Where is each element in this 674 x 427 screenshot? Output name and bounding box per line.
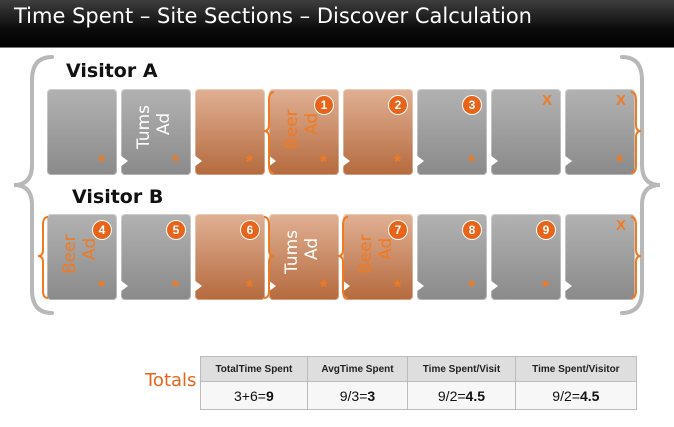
section-tile: BeerAd 1 * — [268, 89, 339, 175]
ad-label: BeerAd — [273, 91, 335, 153]
section-tile: 6 * — [194, 214, 265, 300]
section-tile: TumsAd * — [268, 214, 339, 300]
value-total-time: 3+6=9 — [200, 381, 308, 410]
flow-arrow-icon — [416, 155, 424, 167]
step-number-badge: 9 — [537, 221, 555, 239]
section-tile: 2 * — [342, 89, 413, 175]
exit-x-icon: X — [615, 217, 626, 234]
flow-arrow-icon — [120, 280, 128, 292]
section-tile: * — [47, 89, 117, 175]
title-bar: Time Spent – Site Sections – Discover Ca… — [0, 0, 674, 48]
section-tile: BeerAd 7 * — [342, 214, 413, 300]
step-number-badge: 5 — [167, 221, 185, 239]
visitor-a-timeline: * TumsAd * * BeerAd 1 * 2 * 3 * X X * — [47, 89, 639, 175]
flow-arrow-icon — [268, 280, 276, 292]
step-number-badge: 7 — [389, 221, 407, 239]
value-time-per-visitor: 9/2=4.5 — [514, 381, 638, 410]
header-time-per-visit: Time Spent/Visit — [407, 356, 516, 382]
asterisk-icon: * — [467, 277, 475, 297]
svg-text:BeerAd: BeerAd — [356, 234, 396, 274]
header-avg-time: AvgTime Spent — [306, 356, 409, 382]
section-tile: X — [564, 214, 635, 300]
ad-label: BeerAd — [51, 216, 113, 278]
section-tile: 3 * — [416, 89, 487, 175]
exit-x-icon: X — [615, 92, 626, 109]
step-number-badge: 2 — [389, 96, 407, 114]
section-tile: 5 * — [120, 214, 191, 300]
header-total-time: TotalTime Spent — [200, 356, 308, 382]
svg-text:TumsAd: TumsAd — [134, 105, 174, 150]
section-tile: BeerAd 4 * — [47, 214, 117, 300]
totals-table: TotalTime Spent AvgTime Spent Time Spent… — [200, 356, 638, 410]
asterisk-icon: * — [97, 152, 105, 172]
asterisk-icon: * — [171, 277, 179, 297]
value-time-per-visit: 9/2=4.5 — [407, 381, 516, 410]
flow-arrow-icon — [416, 280, 424, 292]
flow-arrow-icon — [564, 155, 572, 167]
section-tile: 8 * — [416, 214, 487, 300]
ad-label: BeerAd — [347, 216, 409, 278]
ad-label: TumsAd — [273, 216, 335, 278]
flow-arrow-icon — [120, 155, 128, 167]
asterisk-icon: * — [541, 277, 549, 297]
asterisk-icon: * — [171, 152, 179, 172]
section-tile: X * — [564, 89, 635, 175]
asterisk-icon: * — [245, 152, 253, 172]
asterisk-icon: * — [393, 277, 401, 297]
asterisk-icon: * — [97, 277, 105, 297]
totals-header-row: TotalTime Spent AvgTime Spent Time Spent… — [200, 356, 638, 382]
visitor-a-label: Visitor A — [66, 60, 158, 82]
svg-text:TumsAd: TumsAd — [282, 230, 322, 275]
step-number-badge: 1 — [315, 96, 333, 114]
asterisk-icon: * — [467, 152, 475, 172]
flow-arrow-icon — [268, 155, 276, 167]
exit-x-icon: X — [541, 92, 552, 109]
visitor-b-timeline: BeerAd 4 * 5 * 6 * TumsAd * BeerAd 7 * 8 * 9 * X — [47, 214, 639, 300]
asterisk-icon: * — [319, 152, 327, 172]
totals-label: Totals — [145, 370, 197, 391]
asterisk-icon: * — [393, 152, 401, 172]
flow-arrow-icon — [564, 280, 572, 292]
step-number-badge: 6 — [241, 221, 259, 239]
totals-value-row: 3+6=9 9/3=3 9/2=4.5 9/2=4.5 — [200, 381, 638, 410]
flow-arrow-icon — [490, 155, 498, 167]
asterisk-icon: * — [245, 277, 253, 297]
flow-arrow-icon — [342, 155, 350, 167]
flow-arrow-icon — [194, 155, 202, 167]
page-title: Time Spent – Site Sections – Discover Ca… — [14, 4, 532, 28]
asterisk-icon: * — [319, 277, 327, 297]
section-tile: TumsAd * — [120, 89, 191, 175]
step-number-badge: 8 — [463, 221, 481, 239]
value-avg-time: 9/3=3 — [306, 381, 409, 410]
svg-text:BeerAd: BeerAd — [60, 234, 100, 274]
header-time-per-visitor: Time Spent/Visitor — [514, 356, 638, 382]
svg-text:BeerAd: BeerAd — [282, 109, 322, 149]
section-tile: 9 * — [490, 214, 561, 300]
ad-label: TumsAd — [125, 91, 187, 153]
flow-arrow-icon — [342, 280, 350, 292]
section-tile: X — [490, 89, 561, 175]
step-number-badge: 3 — [463, 96, 481, 114]
flow-arrow-icon — [490, 280, 498, 292]
step-number-badge: 4 — [93, 221, 111, 239]
asterisk-icon: * — [615, 152, 623, 172]
flow-arrow-icon — [194, 280, 202, 292]
visitor-b-label: Visitor B — [72, 186, 164, 208]
section-tile: * — [194, 89, 265, 175]
